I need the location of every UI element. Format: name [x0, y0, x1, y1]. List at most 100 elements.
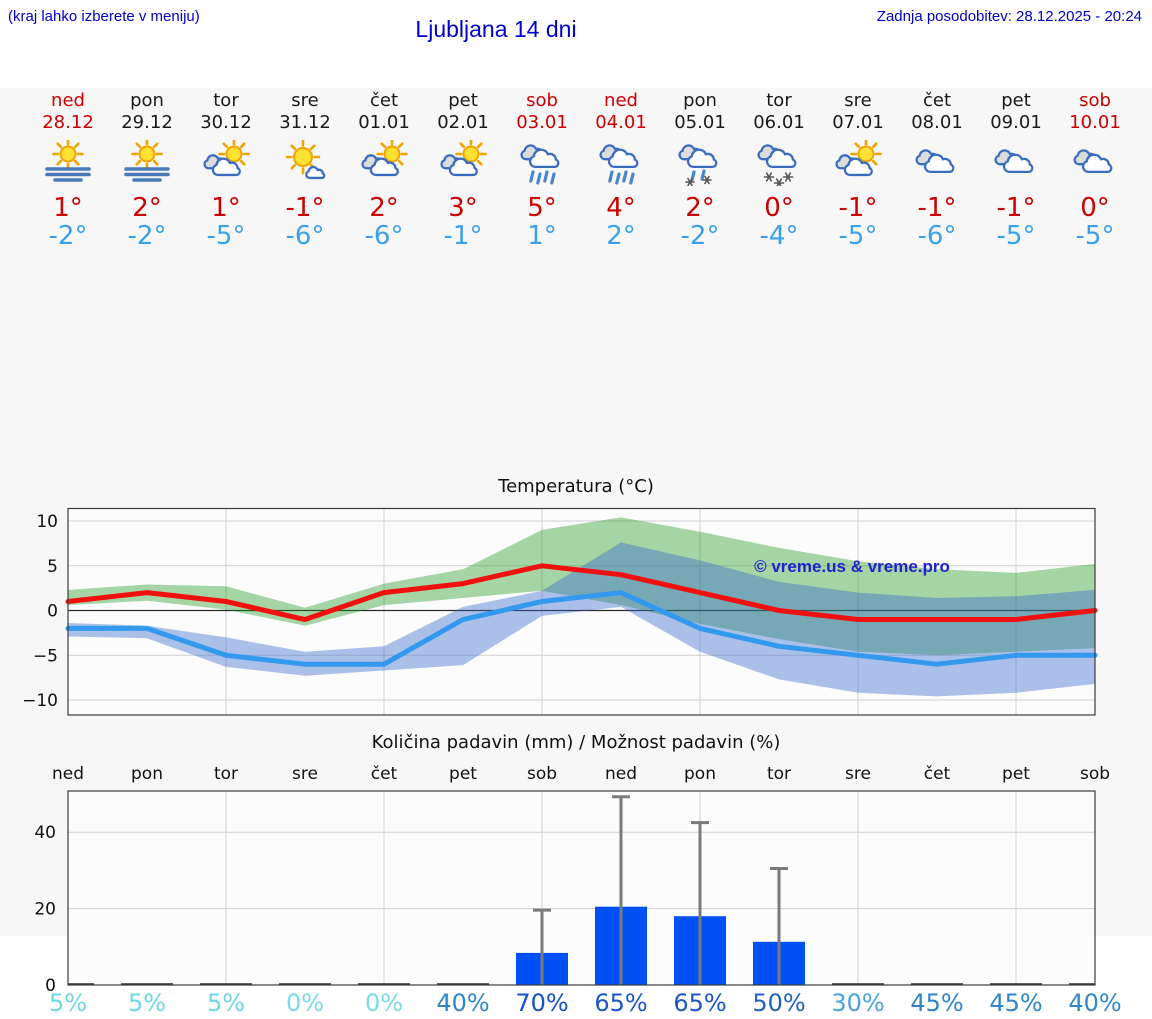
weather-icon-slot	[1056, 140, 1135, 190]
precip-zero-mark	[832, 983, 884, 985]
temp-ytick: 10	[36, 512, 58, 532]
day-date: 29.12	[121, 112, 173, 133]
precip-zero-mark	[990, 983, 1042, 985]
day-name: čet	[922, 90, 952, 111]
day-date: 06.01	[753, 112, 805, 133]
temp-min: -2°	[48, 221, 88, 251]
precip-day-label: čet	[923, 764, 951, 784]
day-name: pon	[683, 90, 717, 111]
temp-ytick: 5	[47, 557, 58, 577]
day-column: pon 29.12 2° -2°	[108, 90, 187, 250]
page-title: Ljubljana 14 dni	[415, 16, 577, 42]
precip-probability: 40%	[436, 989, 490, 1017]
day-name: tor	[766, 90, 792, 111]
mostly-sunny-icon	[285, 139, 326, 180]
day-column: pon 05.01 2° -2°	[661, 90, 740, 250]
day-name: pet	[1001, 90, 1031, 111]
precip-bar	[516, 952, 568, 985]
temp-max: 5°	[527, 193, 557, 223]
precip-day-label: pet	[1002, 764, 1030, 784]
location-hint: (kraj lahko izberete v meniju)	[8, 8, 200, 25]
day-name: pon	[130, 90, 164, 111]
day-name: sob	[526, 90, 558, 111]
fog-icon	[45, 138, 91, 182]
day-name: ned	[604, 90, 638, 111]
weather-icon-slot	[187, 138, 266, 190]
precip-zero-mark	[437, 983, 489, 985]
weather-icon-slot	[266, 139, 345, 190]
day-column: čet 08.01 -1° -6°	[898, 90, 977, 250]
temp-max: -1°	[838, 193, 878, 223]
weather-icon-slot	[345, 138, 424, 190]
day-date: 28.12	[42, 112, 94, 133]
day-name: sob	[1079, 90, 1111, 111]
precip-zero-mark	[200, 983, 252, 985]
precip-ytick: 40	[34, 823, 56, 843]
temp-ytick: 0	[47, 602, 58, 622]
precip-probability: 40%	[1068, 989, 1122, 1017]
precip-day-label: ned	[51, 764, 85, 784]
temp-min: -6°	[917, 221, 957, 251]
forecast-panel: ned 28.12 1° -2° pon 29.12 2° -2° tor 30.12 1° -5° s…	[0, 88, 1152, 1017]
weather-icon-slot	[977, 140, 1056, 190]
temp-min: 1°	[527, 221, 557, 251]
precip-day-label: sre	[845, 764, 871, 784]
temp-max: 2°	[132, 193, 162, 223]
precip-zero-mark	[121, 983, 173, 985]
weather-icon-slot	[503, 140, 582, 190]
day-name: sre	[844, 90, 872, 111]
weather-icon-slot	[29, 138, 108, 190]
temp-min: -5°	[1075, 221, 1115, 251]
min-temp-line	[65, 590, 1098, 667]
precip-probability-row: 5% 5% 5% 0% 0% 40% 70% 65% 65% 50% 30% 45% 45% 40%	[0, 989, 1152, 1019]
temp-max: -1°	[917, 193, 957, 223]
sleet-icon	[678, 144, 718, 187]
watermark: © vreme.us & vreme.pro	[754, 557, 950, 576]
precip-probability: 45%	[910, 989, 964, 1017]
weather-forecast-page: (kraj lahko izberete v meniju) Ljubljana…	[0, 8, 1152, 1017]
weather-icon-slot	[424, 138, 503, 190]
precip-day-labels: ned pon tor sre čet pet sob ned pon tor sre čet pet s…	[0, 764, 1152, 786]
precip-day-label: pon	[131, 764, 163, 784]
day-column: čet 01.01 2° -6°	[345, 90, 424, 250]
day-name: pet	[448, 90, 478, 111]
temp-max: 2°	[369, 193, 399, 223]
weather-icon-slot	[661, 140, 740, 190]
weather-icon-slot	[582, 140, 661, 190]
precip-day-label: pet	[449, 764, 477, 784]
day-name: ned	[51, 90, 85, 111]
precip-day-label: tor	[213, 764, 239, 784]
precip-probability: 0%	[285, 989, 325, 1017]
day-column: sre 07.01 -1° -5°	[819, 90, 898, 250]
snow-icon	[757, 144, 797, 188]
weather-icon-slot	[898, 140, 977, 190]
temp-max: -1°	[996, 193, 1036, 223]
day-column: pet 09.01 -1° -5°	[977, 90, 1056, 250]
precip-zero-mark	[1069, 983, 1095, 985]
precip-bar	[753, 941, 805, 985]
rain-icon	[520, 144, 560, 185]
precip-day-label: sob	[526, 764, 558, 784]
precip-day-label: tor	[766, 764, 792, 784]
temp-min: -2°	[680, 221, 720, 251]
max-spread-band	[68, 517, 1095, 656]
min-spread-band	[68, 542, 1095, 697]
day-date: 10.01	[1069, 112, 1121, 133]
partly-cloudy-icon	[361, 138, 408, 177]
precip-day-label: čet	[370, 764, 398, 784]
precip-zero-mark	[279, 983, 331, 985]
temp-max: 0°	[1080, 193, 1110, 223]
precip-zero-mark	[358, 983, 410, 985]
day-date: 03.01	[516, 112, 568, 133]
temp-max: 1°	[53, 193, 83, 223]
temperature-chart: 10 5 0 −5 −10 © vreme.us & vreme.pro	[22, 507, 1098, 716]
precip-day-label: pon	[684, 764, 716, 784]
precip-probability: 45%	[989, 989, 1043, 1017]
precip-day-label: ned	[604, 764, 638, 784]
temp-min: -6°	[364, 221, 404, 251]
weather-icon-slot	[108, 138, 187, 190]
day-name: čet	[369, 90, 399, 111]
precip-day-label: sre	[292, 764, 318, 784]
precip-zero-mark	[68, 983, 94, 985]
day-date: 08.01	[911, 112, 963, 133]
